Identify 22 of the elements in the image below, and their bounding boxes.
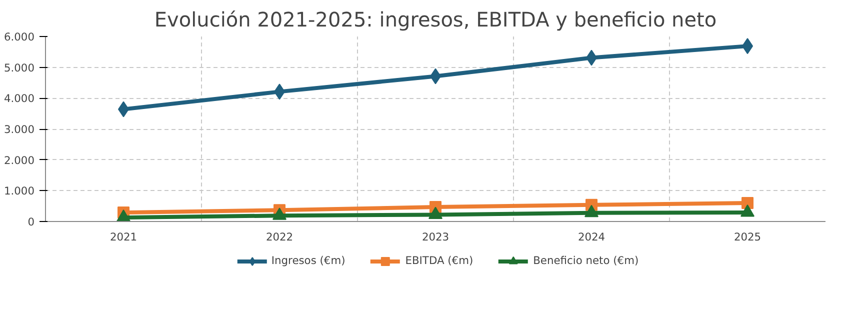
y-tick-label: 5.000 xyxy=(4,61,35,74)
legend-label: Beneficio neto (€m) xyxy=(533,254,639,267)
chart-title: Evolución 2021-2025: ingresos, EBITDA y beneficio neto xyxy=(154,8,717,32)
y-tick-label: 2.000 xyxy=(4,154,35,167)
y-tick-label: 1.000 xyxy=(4,184,35,198)
point xyxy=(740,204,754,217)
x-tick-label: 2023 xyxy=(422,230,450,244)
x-tick-label: 2025 xyxy=(734,230,762,244)
point xyxy=(584,204,598,218)
y-tick-label: 3.000 xyxy=(4,123,35,136)
legend-label: EBITDA (€m) xyxy=(405,254,474,267)
point xyxy=(272,208,286,220)
y-tick-label: 4.000 xyxy=(4,92,35,106)
x-tick-label: 2021 xyxy=(110,230,138,244)
y-tick-label: 6.000 xyxy=(4,30,35,44)
point xyxy=(428,206,442,219)
point xyxy=(116,209,130,222)
legend-label: Ingresos (€m) xyxy=(271,254,346,267)
x-tick-label: 2024 xyxy=(578,230,606,244)
point xyxy=(742,197,754,209)
x-tick-label: 2022 xyxy=(266,230,294,244)
y-tick-label: 0 xyxy=(28,216,35,228)
